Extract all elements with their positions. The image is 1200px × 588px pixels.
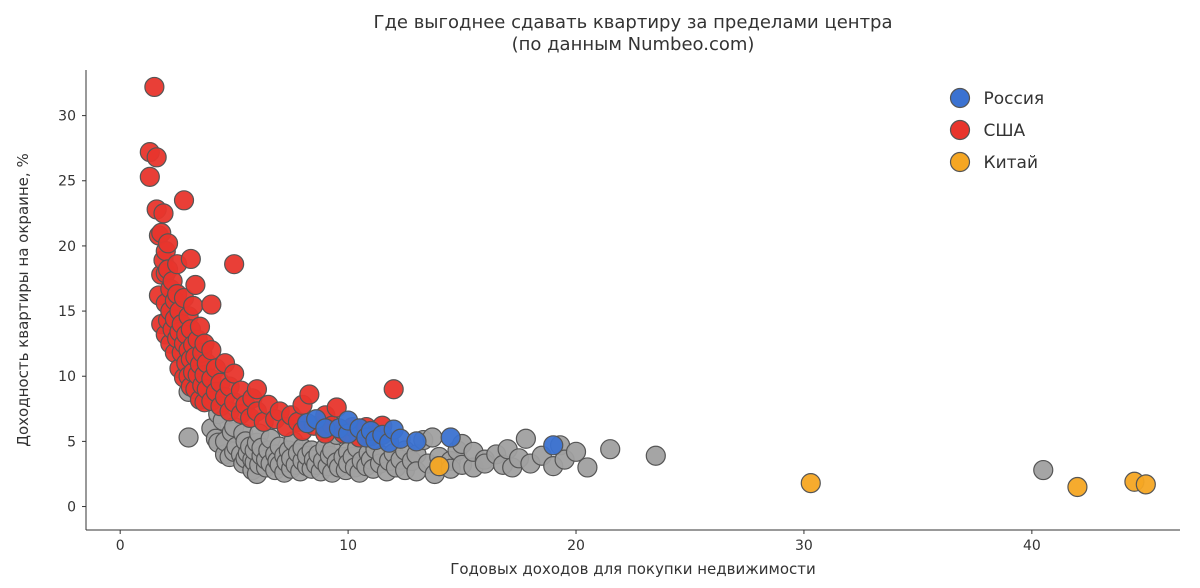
chart-svg: Где выгоднее сдавать квартиру за предела… <box>0 0 1200 588</box>
y-tick-label: 30 <box>58 109 76 125</box>
point-china <box>430 457 449 476</box>
y-axis-label: Доходность квартиры на окраине, % <box>14 153 32 446</box>
scatter-chart: Где выгоднее сдавать квартиру за предела… <box>0 0 1200 588</box>
point-usa <box>384 380 403 399</box>
point-other <box>1034 461 1053 480</box>
y-tick-label: 20 <box>58 239 76 255</box>
point-other <box>601 440 620 459</box>
y-tick-label: 5 <box>67 434 76 450</box>
point-usa <box>175 191 194 210</box>
point-china <box>1068 477 1087 496</box>
point-usa <box>140 167 159 186</box>
point-other <box>567 442 586 461</box>
legend-marker-usa <box>951 121 970 140</box>
point-usa <box>159 234 178 253</box>
y-tick-label: 10 <box>58 369 76 385</box>
point-usa <box>247 380 266 399</box>
point-russia <box>407 432 426 451</box>
legend-label-russia: Россия <box>984 89 1045 109</box>
point-usa <box>225 364 244 383</box>
legend-marker-russia <box>951 89 970 108</box>
point-usa <box>202 295 221 314</box>
point-russia <box>441 428 460 447</box>
x-tick-label: 30 <box>795 538 813 554</box>
point-usa <box>181 249 200 268</box>
point-usa <box>225 255 244 274</box>
point-usa <box>154 204 173 223</box>
point-china <box>1136 475 1155 494</box>
point-usa <box>190 317 209 336</box>
x-tick-label: 0 <box>116 538 125 554</box>
chart-title-line-1: (по данным Numbeo.com) <box>512 34 755 55</box>
legend-label-china: Китай <box>984 153 1039 173</box>
point-other <box>179 428 198 447</box>
x-axis-label: Годовых доходов для покупки недвижимости <box>450 560 816 578</box>
x-tick-label: 10 <box>339 538 357 554</box>
point-russia <box>544 436 563 455</box>
point-other <box>516 429 535 448</box>
x-tick-label: 40 <box>1023 538 1041 554</box>
point-china <box>801 474 820 493</box>
point-usa <box>300 385 319 404</box>
x-tick-label: 20 <box>567 538 585 554</box>
point-usa <box>145 77 164 96</box>
point-usa <box>147 148 166 167</box>
point-usa <box>184 296 203 315</box>
y-tick-label: 25 <box>58 174 76 190</box>
legend-marker-china <box>951 153 970 172</box>
legend-label-usa: США <box>984 121 1026 141</box>
point-other <box>646 446 665 465</box>
y-tick-label: 15 <box>58 304 76 320</box>
chart-title-line-0: Где выгоднее сдавать квартиру за предела… <box>373 12 892 33</box>
point-other <box>578 458 597 477</box>
point-usa <box>186 276 205 295</box>
y-tick-label: 0 <box>67 499 76 515</box>
